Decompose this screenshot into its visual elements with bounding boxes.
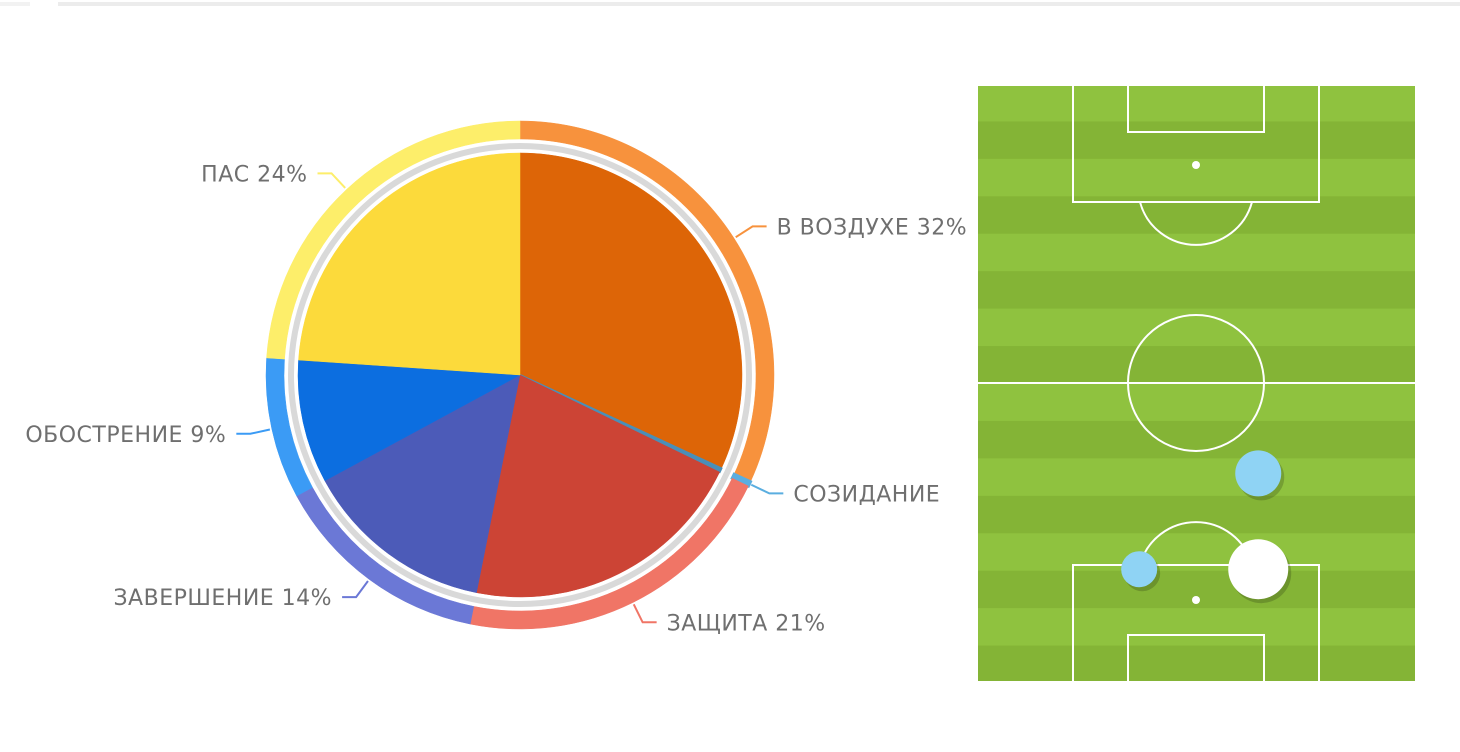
pie-slice-3 — [476, 374, 720, 598]
pie-leader-1 — [735, 225, 767, 239]
top-divider-left — [0, 2, 30, 6]
pie-slice-1 — [519, 152, 743, 469]
center-circle — [1127, 314, 1265, 452]
pie-leader-lines — [236, 172, 784, 624]
grass-stripe — [976, 84, 1417, 123]
pie-slice-5 — [297, 359, 521, 482]
pitch-markers — [1121, 450, 1292, 604]
top-goal-box — [1127, 84, 1265, 133]
pie-leader-2 — [750, 483, 784, 495]
bottom-penalty-box — [1072, 564, 1320, 683]
grass-stripe — [976, 495, 1417, 535]
marker-light-blue-large — [1235, 450, 1282, 497]
pie-label-obostrenie: ОБОСТРЕНИЕ 9% — [25, 423, 226, 448]
pie-ring-6 — [266, 120, 521, 360]
pie-leader-6 — [317, 172, 346, 189]
pie-leader-5 — [236, 428, 271, 435]
pie-slice-4 — [324, 374, 521, 593]
pie-label-pas: ПАС 24% — [201, 162, 307, 187]
grass-stripe — [976, 458, 1417, 497]
marker-light-blue-small — [1121, 551, 1158, 588]
football-pitch — [976, 84, 1417, 683]
top-penalty-arc — [1139, 201, 1253, 246]
grass-stripe — [976, 271, 1417, 310]
grass-stripe — [976, 608, 1417, 647]
pie-leader-4 — [342, 580, 369, 599]
grass-stripe — [976, 346, 1417, 385]
grass-stripe — [976, 645, 1417, 683]
pie-leader-3 — [632, 603, 657, 624]
pie-slices — [297, 152, 743, 598]
pie-label-sozidanie: СОЗИДАНИЕ — [793, 482, 940, 507]
pie-slice-6 — [298, 152, 521, 376]
top-penalty-spot — [1192, 161, 1200, 169]
top-penalty-box — [1072, 84, 1320, 203]
grass-stripe — [976, 383, 1417, 422]
grass-stripe — [976, 233, 1417, 273]
pie-chart: В ВОЗДУХЕ 32% СОЗИДАНИЕ ЗАЩИТА 21% ЗАВЕР… — [25, 120, 968, 636]
pie-inner-ring-guide — [288, 143, 752, 607]
grass-stripe — [976, 121, 1417, 160]
pie-label-v-vozdukhe: В ВОЗДУХЕ 32% — [777, 215, 968, 240]
top-divider — [58, 2, 1460, 6]
pie-outer-rings — [265, 120, 775, 630]
grass-stripe — [976, 420, 1417, 460]
pitch-lines — [976, 84, 1417, 683]
pie-label-zashchita: ЗАЩИТА 21% — [667, 611, 826, 636]
pie-label-zavershenie: ЗАВЕРШЕНИЕ 14% — [113, 586, 332, 611]
bottom-penalty-spot — [1192, 596, 1200, 604]
bottom-goal-box — [1127, 634, 1265, 683]
grass-stripes — [976, 84, 1417, 683]
pie-labels: В ВОЗДУХЕ 32% СОЗИДАНИЕ ЗАЩИТА 21% ЗАВЕР… — [25, 162, 968, 636]
marker-white-large — [1228, 539, 1289, 600]
